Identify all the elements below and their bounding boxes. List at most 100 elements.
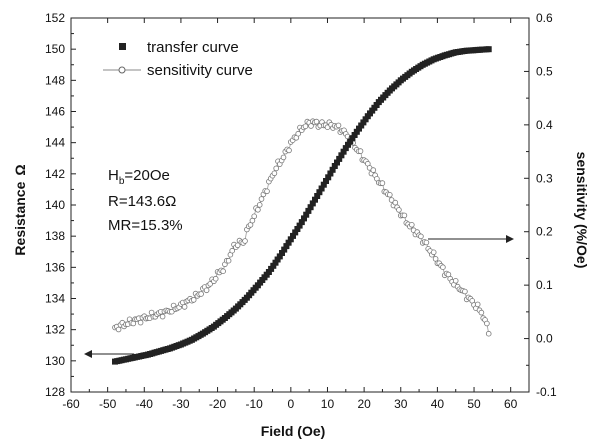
sensitivity-point	[423, 239, 430, 246]
y-left-tick-label: 128	[45, 385, 65, 399]
transfer-point	[312, 196, 318, 203]
plot-frame	[70, 17, 530, 393]
transfer-point	[362, 116, 369, 123]
x-tick-label: 10	[321, 397, 335, 411]
sensitivity-point	[408, 222, 415, 228]
sensitivity-point	[271, 170, 278, 177]
legend-label-transfer: transfer curve	[147, 39, 239, 56]
annotation-hb-rest: =20Oe	[124, 167, 169, 184]
transfer-point	[351, 132, 358, 138]
y-right-tick-label: 0.5	[536, 64, 553, 78]
transfer-point	[274, 256, 281, 263]
y-left-tick-label: 136	[45, 260, 65, 274]
sensitivity-point	[295, 130, 302, 137]
transfer-point	[279, 250, 285, 256]
sensitivity-point	[280, 154, 287, 161]
sensitivity-point	[242, 238, 248, 244]
transfer-point	[334, 159, 340, 166]
y-left-tick-label: 140	[45, 198, 65, 212]
legend-label-sensitivity: sensitivity curve	[147, 62, 253, 79]
sensitivity-point	[229, 247, 236, 254]
sensitivity-point	[264, 188, 270, 195]
x-tick-label: -20	[209, 397, 227, 411]
transfer-point	[360, 119, 367, 126]
y-right-tick-label: 0.2	[536, 225, 553, 239]
x-tick-label: -10	[246, 397, 264, 411]
transfer-point	[347, 138, 354, 145]
sensitivity-point	[251, 213, 258, 220]
sensitivity-point	[255, 207, 261, 213]
sensitivity-point	[388, 197, 395, 203]
y-left-tick-label: 144	[45, 136, 65, 150]
transfer-point	[276, 253, 283, 260]
transfer-point	[296, 222, 303, 229]
sensitivity-point	[207, 281, 214, 287]
x-tick-label: 40	[431, 397, 445, 411]
sensitivity-point	[484, 320, 490, 327]
y-left-tick-label: 132	[45, 323, 65, 337]
transfer-point	[342, 145, 349, 152]
sensitivity-point	[137, 319, 144, 326]
transfer-point	[338, 152, 345, 159]
left-axis-arrowhead	[84, 350, 92, 358]
y-right-tick-label: 0.3	[536, 171, 553, 185]
transfer-point	[340, 148, 347, 155]
sensitivity-point	[256, 202, 263, 208]
legend: transfer curve sensitivity curve	[103, 39, 253, 79]
transfer-point	[301, 215, 307, 222]
x-tick-label: -30	[172, 397, 190, 411]
x-tick-label: -50	[99, 397, 117, 411]
x-tick-label: -40	[136, 397, 154, 411]
sensitivity-point	[335, 122, 342, 129]
transfer-point	[325, 174, 332, 181]
sensitivity-point	[452, 277, 459, 284]
sensitivity-point	[203, 287, 210, 294]
transfer-point	[283, 243, 290, 250]
annotation-hb: Hb=20Oe	[108, 167, 170, 187]
sensitivity-point	[396, 207, 402, 213]
sensitivity-point	[485, 330, 492, 337]
legend-marker-sensitivity	[118, 66, 126, 74]
x-axis-title: Field (Oe)	[261, 423, 326, 439]
sensitivity-point	[357, 148, 364, 154]
transfer-point	[318, 185, 325, 192]
sensitivity-point	[313, 118, 320, 125]
x-tick-label: 0	[287, 397, 294, 411]
sensitivity-point	[258, 196, 265, 202]
annotation-hb-sub: b	[119, 176, 125, 187]
y-right-axis-title: sensitivity (%/Oe)	[574, 152, 589, 269]
legend-marker-transfer	[119, 43, 126, 50]
transfer-point	[287, 236, 294, 243]
x-tick-label: 20	[357, 397, 371, 411]
transfer-point	[356, 125, 362, 132]
sensitivity-point	[198, 291, 204, 297]
y-right-tick-label: 0.1	[536, 278, 553, 292]
y-left-tick-label: 138	[45, 229, 65, 243]
sensitivity-point	[181, 304, 188, 310]
sensitivity-point	[430, 249, 437, 256]
sensitivity-point	[370, 167, 377, 173]
sensitivity-point	[379, 180, 386, 186]
y-left-tick-label: 146	[45, 105, 65, 119]
sensitivity-point	[392, 199, 399, 206]
annotation-hb-main: H	[108, 167, 119, 184]
x-tick-label: 30	[394, 397, 408, 411]
x-tick-label: 50	[467, 397, 481, 411]
sensitivity-point	[462, 288, 468, 295]
transfer-point	[265, 269, 272, 275]
transfer-point	[336, 155, 343, 162]
sensitivity-point	[212, 275, 219, 282]
sensitivity-point	[478, 309, 485, 316]
annotation: Hb=20Oe R=143.6Ω MR=15.3%	[108, 167, 183, 234]
y-right-tick-label: 0.0	[536, 332, 553, 346]
x-tick-label: 60	[504, 397, 518, 411]
transfer-point	[298, 219, 305, 226]
transfer-point	[294, 226, 301, 232]
sensitivity-point	[220, 268, 226, 275]
y-left-axis-title: Resistance Ω	[12, 164, 28, 255]
sensitivity-point	[115, 326, 122, 333]
y-right-tick-label: -0.1	[536, 385, 557, 399]
y-left-tick-label: 130	[45, 354, 65, 368]
y-left-tick-label: 142	[45, 167, 65, 181]
